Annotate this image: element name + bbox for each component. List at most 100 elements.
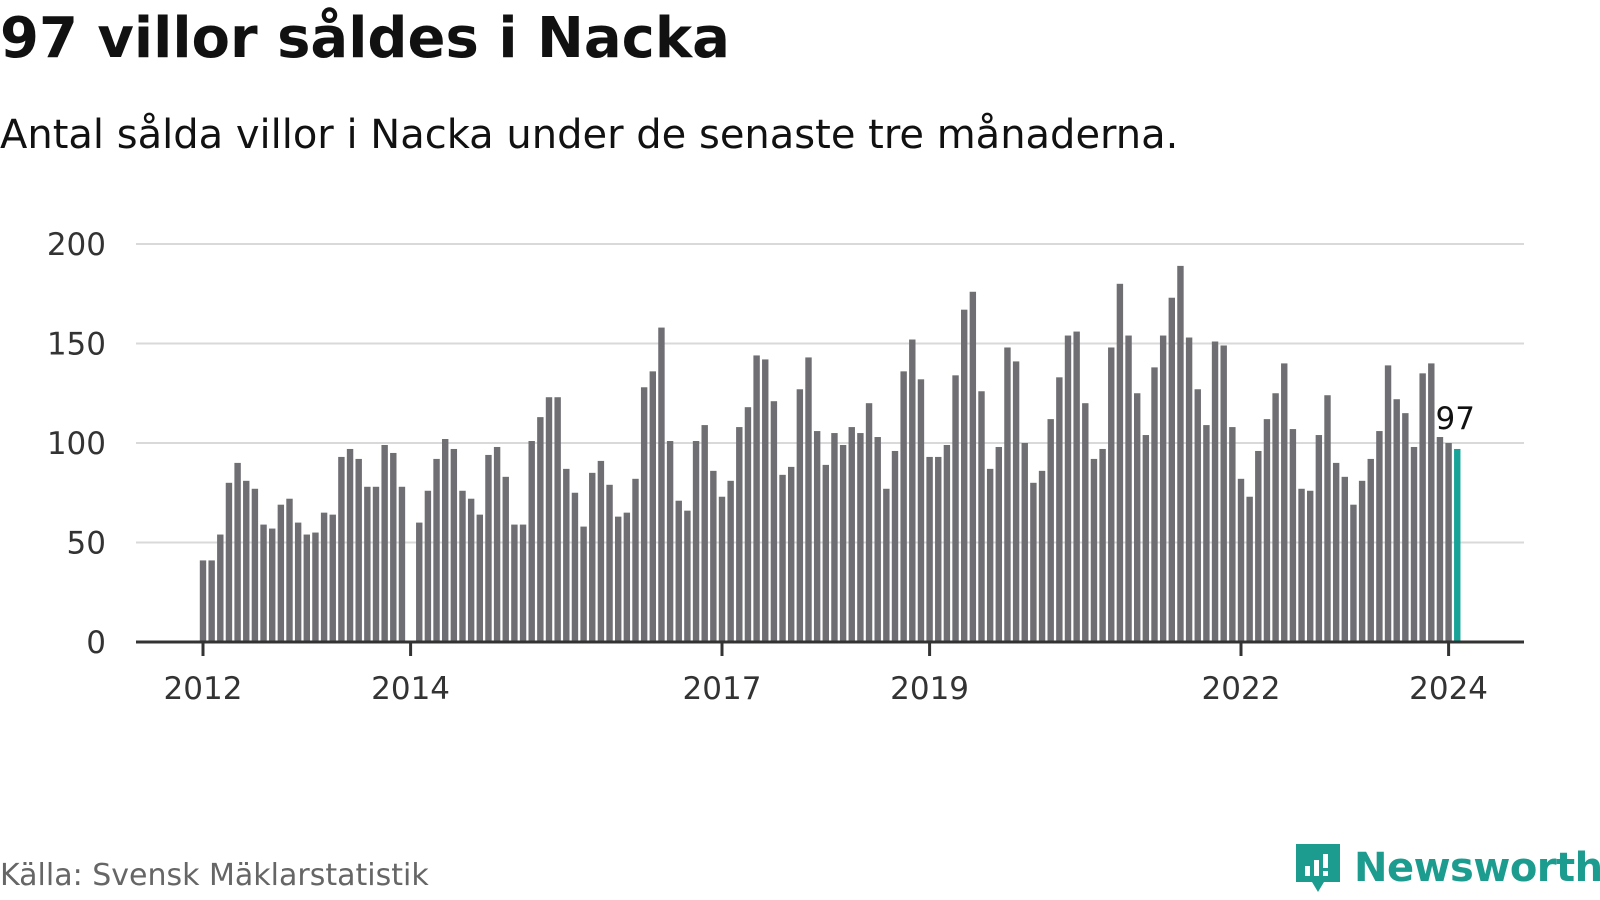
bar — [1012, 361, 1020, 642]
bar — [692, 441, 700, 642]
bar — [1289, 429, 1297, 642]
bar — [1350, 504, 1357, 642]
bar — [1229, 427, 1236, 642]
bar — [1194, 389, 1201, 642]
bar — [961, 309, 968, 642]
x-tick-label-2024: 2024 — [1409, 671, 1488, 707]
bar — [372, 486, 380, 642]
bar — [943, 444, 951, 642]
bar — [1134, 393, 1141, 642]
bar — [346, 448, 354, 642]
bar — [1082, 403, 1089, 642]
bar — [1341, 476, 1348, 642]
bars — [199, 265, 1461, 642]
bar — [390, 452, 397, 642]
bar — [243, 480, 250, 642]
bar — [632, 478, 639, 642]
bar — [796, 389, 804, 642]
bar — [891, 450, 899, 642]
bar — [294, 522, 302, 642]
bar — [1021, 443, 1028, 642]
bar — [857, 433, 864, 642]
bar — [883, 488, 890, 642]
bar — [710, 470, 717, 642]
bar — [926, 456, 933, 642]
bar — [1307, 490, 1314, 642]
bar — [597, 460, 605, 642]
bar — [416, 522, 423, 642]
bar — [286, 498, 293, 642]
bar — [467, 498, 475, 642]
bar — [753, 355, 760, 642]
y-tick-label-100: 100 — [47, 426, 106, 462]
bar — [217, 534, 224, 642]
bar — [1410, 446, 1418, 642]
bar — [1436, 437, 1444, 642]
bar — [831, 433, 838, 642]
bar — [208, 560, 215, 642]
bar — [1358, 480, 1366, 642]
bar — [519, 524, 527, 642]
bar — [1073, 331, 1080, 642]
bar — [822, 464, 829, 642]
bar — [762, 359, 769, 642]
bar — [476, 514, 483, 642]
bar — [589, 472, 596, 642]
bar — [1116, 283, 1124, 642]
bar — [424, 490, 432, 642]
labels: 0 50 100 150 200 2012 2014 2017 2019 2022 2024 97 — [47, 227, 1488, 707]
bar — [312, 532, 319, 642]
bar — [666, 441, 674, 642]
bar — [1108, 347, 1115, 642]
bar — [1298, 488, 1305, 642]
bar — [1142, 435, 1150, 642]
bar — [329, 514, 336, 642]
bar-chart: 0 50 100 150 200 2012 2014 2017 2019 2022 2024 97 — [47, 227, 1524, 707]
bar — [1324, 395, 1331, 642]
bar — [442, 439, 449, 642]
bar — [580, 526, 587, 642]
bar — [234, 462, 241, 642]
axes — [136, 640, 1524, 656]
x-tick-label-2017: 2017 — [683, 671, 762, 707]
bar — [736, 427, 743, 642]
newsworthy-logo-text: Newsworthy — [1354, 845, 1600, 891]
x-tick-label-2014: 2014 — [371, 671, 450, 707]
bar — [1445, 443, 1452, 642]
bar — [1151, 367, 1158, 642]
bar — [537, 417, 544, 642]
newsworthy-logo: Newsworthy — [1292, 840, 1600, 896]
y-tick-label-200: 200 — [47, 227, 106, 263]
y-tick-label-50: 50 — [67, 526, 106, 562]
bar — [364, 486, 371, 642]
bar — [1393, 399, 1400, 642]
bar — [675, 500, 682, 642]
bar — [1428, 363, 1435, 642]
bar — [935, 456, 942, 642]
bar — [1203, 425, 1210, 642]
bar — [303, 534, 310, 642]
bar — [1038, 470, 1046, 642]
source-note: Källa: Svensk Mäklarstatistik — [0, 858, 429, 893]
bar — [1384, 365, 1392, 642]
bar — [623, 512, 631, 642]
bar — [1159, 335, 1167, 642]
bar — [320, 512, 328, 642]
bar — [909, 339, 916, 642]
bar — [199, 560, 207, 642]
bar — [450, 448, 458, 642]
bar — [952, 375, 959, 642]
bar — [978, 391, 985, 642]
bar — [640, 387, 648, 642]
bar — [606, 484, 613, 642]
x-tick-label-2012: 2012 — [164, 671, 243, 707]
bar — [874, 437, 881, 642]
bar — [718, 496, 726, 642]
bar — [1419, 373, 1426, 642]
bar — [269, 528, 276, 642]
bar — [381, 444, 388, 642]
bar — [1315, 435, 1323, 642]
bar — [1064, 335, 1072, 642]
bar — [865, 403, 873, 642]
bar — [813, 431, 821, 642]
